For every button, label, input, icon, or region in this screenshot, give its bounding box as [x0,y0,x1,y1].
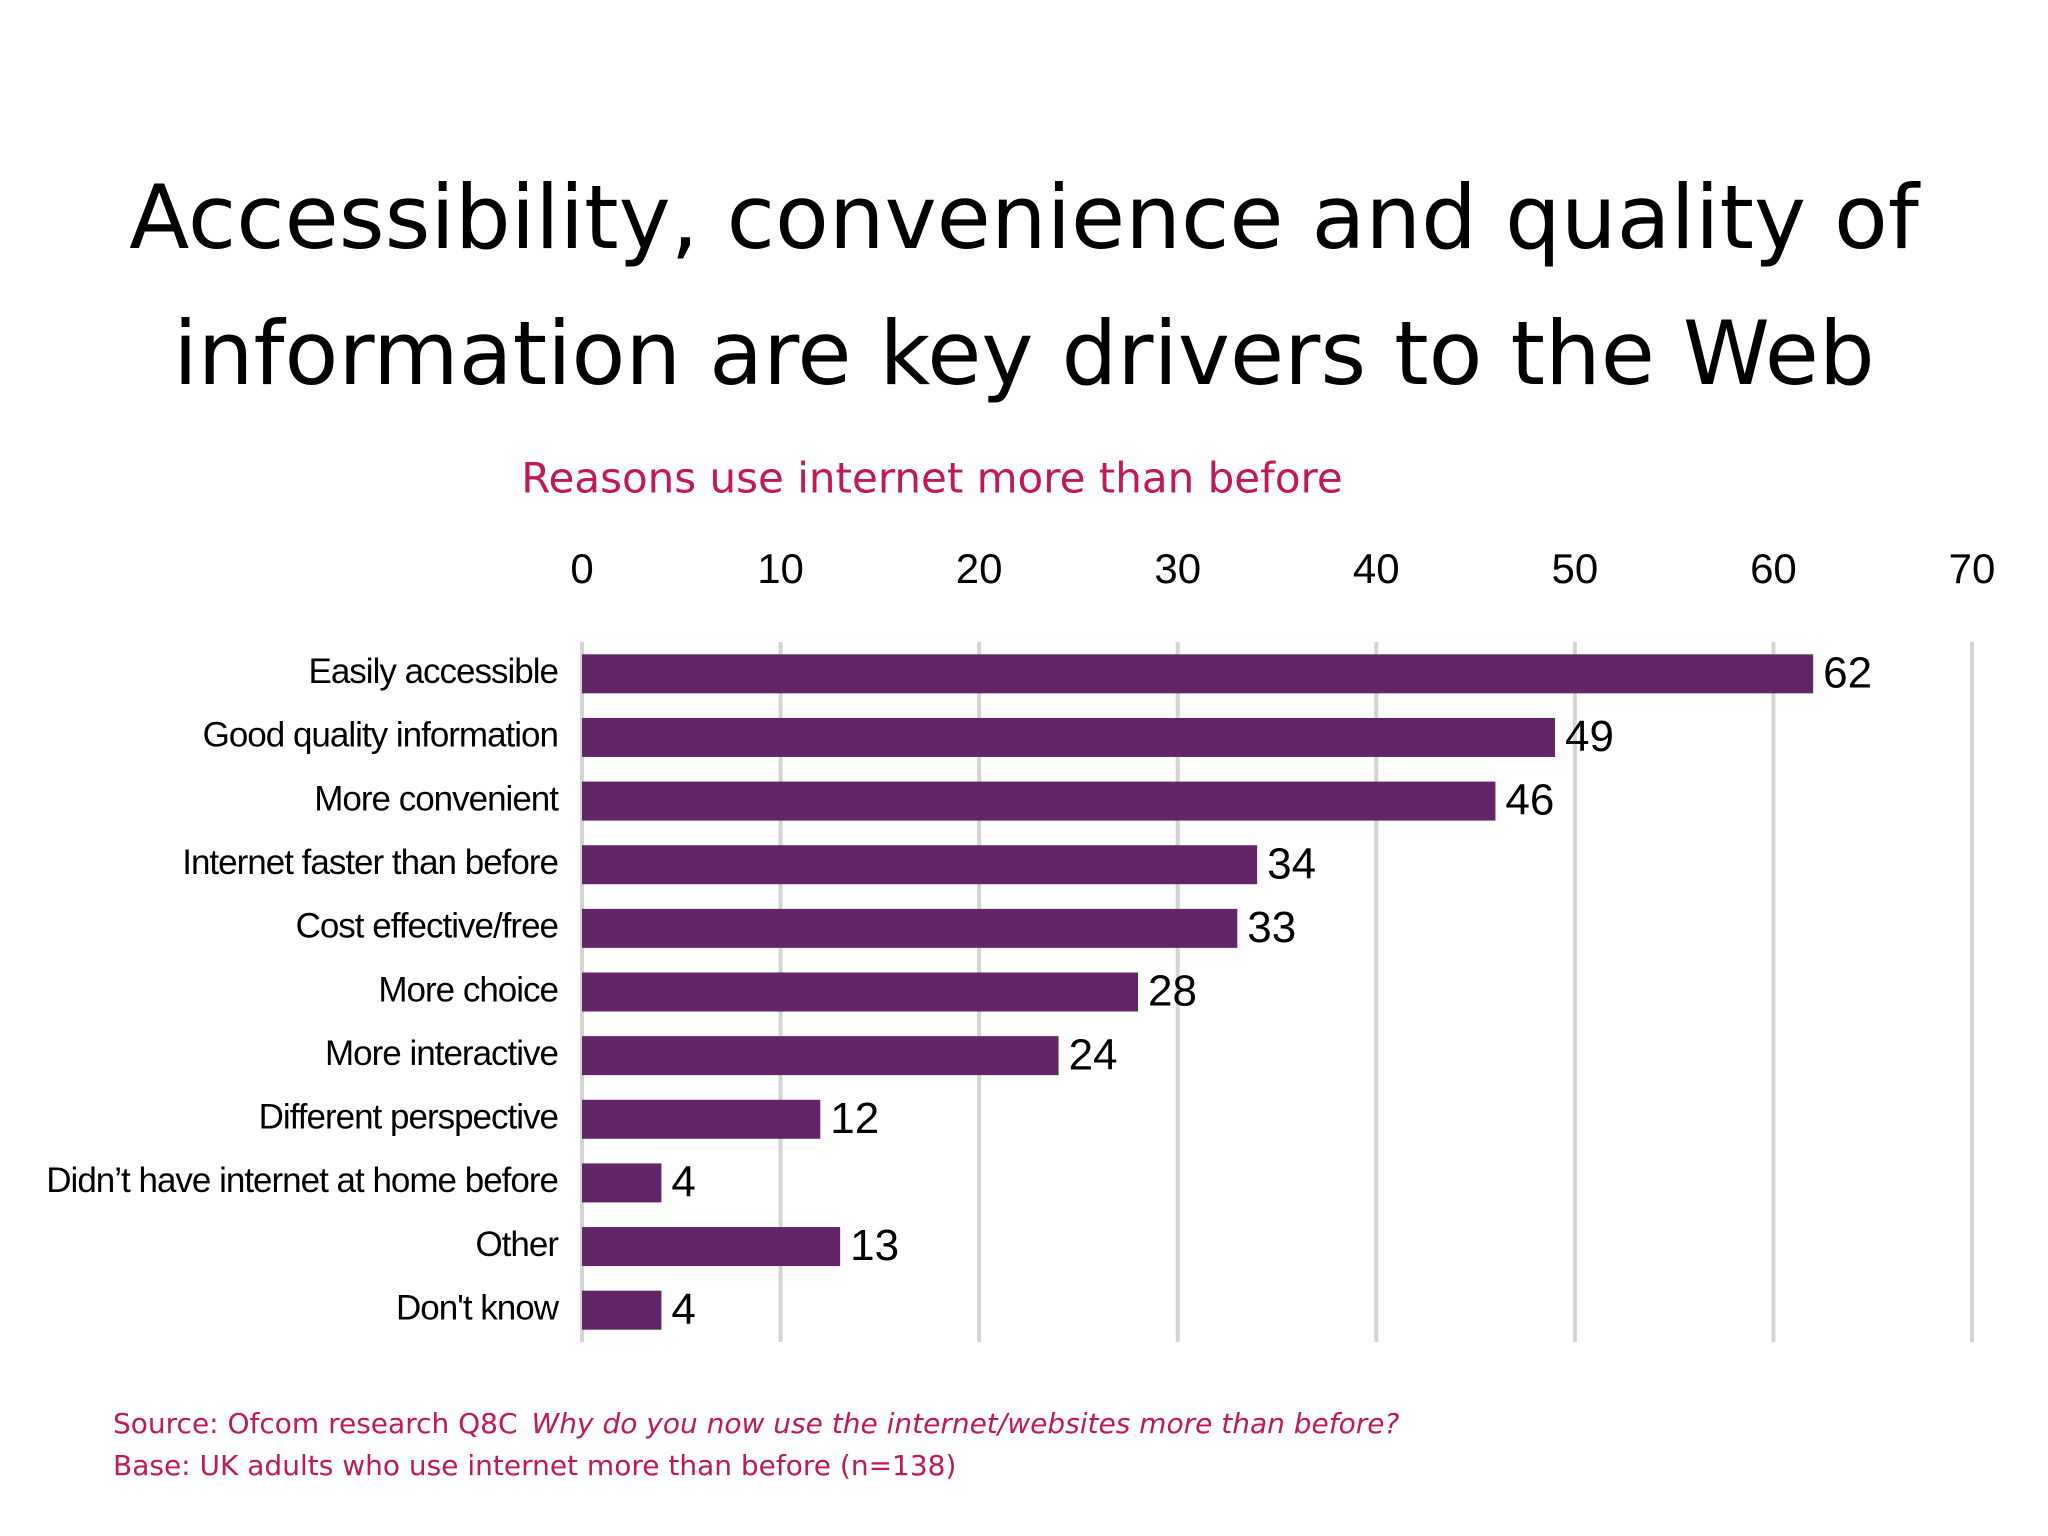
x-tick-label: 30 [1154,545,1201,592]
x-tick-label: 0 [570,545,593,592]
y-tick-label: Good quality information [203,716,558,755]
value-label: 28 [1148,967,1197,1016]
bar [582,1227,841,1267]
bar [582,1163,662,1203]
y-tick-label: Cost effective/free [296,907,558,946]
x-tick-label: 20 [956,545,1003,592]
value-label: 4 [671,1158,695,1207]
y-tick-label: More interactive [325,1034,558,1073]
value-label: 33 [1247,903,1296,952]
x-tick-label: 50 [1551,545,1598,592]
y-tick-label: More choice [378,970,558,1009]
value-label: 13 [850,1221,899,1270]
value-label: 62 [1823,648,1872,697]
x-tick-label: 10 [757,545,804,592]
value-label: 12 [830,1094,879,1143]
x-tick-label: 70 [1949,545,1996,592]
value-label: 4 [671,1285,695,1334]
source-question: Why do you now use the internet/websites… [532,1407,1400,1440]
value-label: 24 [1069,1030,1118,1079]
value-label: 46 [1505,776,1554,825]
bar [582,781,1496,821]
value-label: 34 [1267,839,1316,888]
y-tick-label: Don't know [396,1288,560,1327]
bar [582,908,1238,948]
y-tick-label: Different perspective [259,1098,558,1137]
x-tick-label: 40 [1353,545,1400,592]
base-note: Base: UK adults who use internet more th… [113,1449,956,1482]
bar [582,717,1555,757]
bar [582,972,1138,1012]
bar [582,845,1258,885]
y-tick-label: Easily accessible [309,652,559,691]
chart-subtitle: Reasons use internet more than before [521,454,1343,503]
chart-title: Accessibility, convenience and quality o… [129,166,1919,405]
bar [582,1099,821,1139]
bar [582,654,1814,694]
y-tick-label: Other [475,1225,559,1264]
bar [582,1290,662,1330]
y-tick-label: Didn’t have internet at home before [46,1161,558,1200]
x-tick-label: 60 [1750,545,1797,592]
source: Source: Ofcom research Q8C [113,1407,518,1440]
value-label: 49 [1565,712,1614,761]
bar [582,1036,1059,1076]
y-tick-label: More convenient [314,779,559,818]
y-tick-label: Internet faster than before [182,843,558,882]
source-note: Source: Ofcom research Q8C Why do you now… [113,1407,1399,1440]
